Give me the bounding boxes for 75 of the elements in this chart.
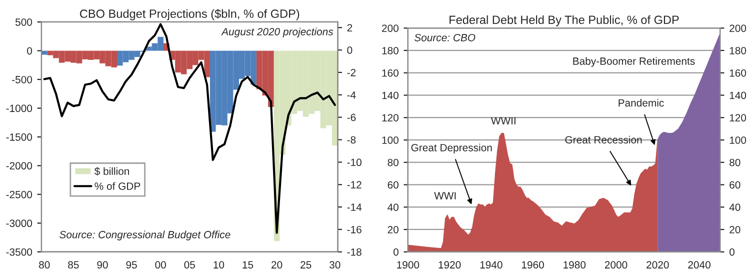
y2-tick-label: 180 xyxy=(730,46,746,54)
legend-label: $ billion xyxy=(94,167,129,176)
y-tick-label: 0 xyxy=(27,47,32,55)
y2-tick-label: -8 xyxy=(347,136,356,144)
y-tick-label: -2000 xyxy=(6,162,32,170)
x-tick-label: 25 xyxy=(300,261,312,269)
y2-tick-label: 120 xyxy=(730,114,746,122)
annotation: August 2020 projections xyxy=(221,28,334,38)
bar xyxy=(41,50,48,55)
annotation: Great Depression xyxy=(411,144,492,154)
y2-tick-label: 0 xyxy=(347,46,352,54)
x-tick-label: 1980 xyxy=(564,261,586,269)
y2-tick-label: 140 xyxy=(730,92,746,100)
y2-tick-label: 40 xyxy=(729,204,740,211)
x-tick-label: 30 xyxy=(329,261,340,269)
y2-tick-label: -6 xyxy=(347,114,356,122)
y2-tick-label: 200 xyxy=(730,24,746,32)
y-tick-label: 140 xyxy=(382,92,398,100)
chart-title: CBO Budget Projections ($bln, % of GDP) xyxy=(80,9,300,20)
x-tick-label: 95 xyxy=(126,261,137,269)
y2-tick-label: 60 xyxy=(730,181,740,189)
annotation: Great Recession xyxy=(565,136,642,144)
y-tick-label: -500 xyxy=(12,76,32,84)
annotation: WWI xyxy=(434,192,456,200)
x-tick-label: 20 xyxy=(272,261,282,269)
x-tick-label: 85 xyxy=(68,261,79,269)
y2-tick-label: 80 xyxy=(730,158,740,166)
x-tick-label: 80 xyxy=(39,261,50,269)
y2-tick-label: -2 xyxy=(347,68,356,76)
y-tick-label: 20 xyxy=(388,226,398,234)
annotation: Baby-Boomer Retirements xyxy=(573,57,695,67)
y2-tick-label: 160 xyxy=(730,69,746,77)
x-tick-label: 00 xyxy=(155,261,166,269)
y-tick-label: 120 xyxy=(382,114,398,122)
x-tick-label: 1900 xyxy=(397,261,420,269)
y-tick-label: 160 xyxy=(382,69,398,77)
y-tick-label: 180 xyxy=(382,46,398,54)
x-tick-label: 90 xyxy=(97,261,108,269)
y-tick-label: 200 xyxy=(382,24,398,32)
x-tick-label: 05 xyxy=(184,261,195,269)
annotation: Pandemic xyxy=(618,98,664,107)
annotation: Source: Congressional Budget Office xyxy=(60,230,230,240)
x-tick-label: 2020 xyxy=(646,261,669,269)
y2-tick-label: 20 xyxy=(730,226,740,234)
y2-tick-label: -18 xyxy=(347,248,362,256)
y-tick-label: 500 xyxy=(15,18,32,26)
x-tick-label: 15 xyxy=(242,261,254,269)
x-tick-label: 2000 xyxy=(604,261,628,269)
y-tick-label: -3000 xyxy=(6,220,32,228)
x-tick-label: 1920 xyxy=(438,261,461,269)
y2-tick-label: 0 xyxy=(730,248,734,256)
x-tick-label: 10 xyxy=(214,261,224,269)
annotation: WWII xyxy=(490,117,516,124)
y2-tick-label: 100 xyxy=(730,136,746,144)
y-tick-label: 100 xyxy=(382,136,398,144)
y2-tick-label: -14 xyxy=(347,204,362,211)
y2-tick-label: -4 xyxy=(347,91,356,99)
x-tick-label: 2040 xyxy=(688,261,710,269)
y-tick-label: -1000 xyxy=(6,104,32,112)
y-tick-label: -3500 xyxy=(6,248,32,256)
y2-tick-label: 2 xyxy=(347,24,352,32)
y2-tick-label: -10 xyxy=(347,158,362,166)
x-tick-label: 1960 xyxy=(522,261,544,269)
y-tick-label: 80 xyxy=(388,158,398,166)
y-tick-label: 0 xyxy=(394,248,398,256)
y2-tick-label: -12 xyxy=(347,181,362,188)
x-tick-label: 1940 xyxy=(480,261,502,269)
y2-tick-label: -16 xyxy=(347,226,362,234)
annotation: Source: CBO xyxy=(414,34,476,42)
legend-label: % of GDP xyxy=(94,182,140,190)
y-tick-label: 40 xyxy=(388,204,398,211)
y-tick-label: 60 xyxy=(388,181,398,189)
chart-title: Federal Debt Held By The Public, % of GDP xyxy=(450,15,679,26)
y-tick-label: -2500 xyxy=(6,190,32,198)
y-tick-label: -1500 xyxy=(6,133,32,141)
